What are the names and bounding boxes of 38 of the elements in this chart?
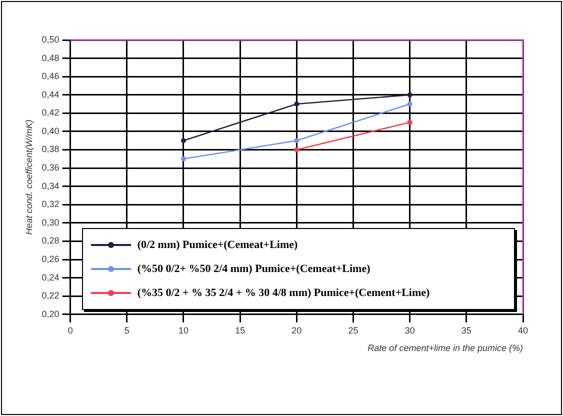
y-tick-label: 0,24 (42, 272, 60, 282)
y-tick-label: 0,36 (42, 162, 60, 173)
point (294, 138, 300, 144)
point (407, 102, 412, 107)
legend-label: (%35 0/2 + % 35 2/4 + % 30 4/8 mm) Pumice+(Cement+Lime) (137, 286, 430, 299)
x-axis-title: Rate of cement+lime in the pumice (%) (368, 343, 523, 354)
x-tick-label: 20 (292, 325, 302, 336)
y-tick-label: 0,38 (42, 144, 60, 154)
y-tick-label: 0,46 (42, 71, 60, 82)
x-tick-label: 0 (68, 325, 73, 336)
y-tick-label: 0,48 (42, 52, 60, 63)
y-tick-label: 0,20 (42, 308, 60, 319)
x-tick-label: 10 (178, 325, 188, 336)
x-tick-label: 30 (404, 325, 415, 336)
point (180, 156, 186, 162)
y-axis-title: Heat cond. coefficent(W/mK) (24, 120, 34, 235)
y-tick-label: 0,30 (42, 217, 60, 228)
y-tick-label: 0,26 (42, 254, 60, 264)
point (180, 138, 186, 144)
legend-label: (%50 0/2+ %50 2/4 mm) Pumice+(Cemeat+Lime) (137, 262, 370, 275)
y-tick-label: 0,32 (42, 199, 60, 210)
y-tick-label: 0,42 (42, 108, 60, 118)
legend-label: (0/2 mm) Pumice+(Cemeat+Lime) (137, 238, 298, 251)
y-tick-label: 0,28 (42, 236, 60, 246)
point (407, 92, 412, 98)
x-tick-label: 35 (461, 325, 472, 336)
y-tick-label: 0,34 (42, 180, 60, 191)
point (294, 102, 300, 107)
y-tick-label: 0,22 (42, 290, 60, 301)
x-tick-label: 25 (348, 325, 358, 336)
y-tick-label: 0,40 (42, 126, 60, 136)
y-tick-label: 0,44 (42, 89, 60, 100)
point (407, 120, 412, 125)
point (294, 147, 300, 152)
y-tick-label: 0,50 (42, 34, 60, 44)
x-tick-label: 15 (235, 325, 246, 336)
x-tick-label: 5 (124, 325, 130, 336)
x-tick-label: 40 (518, 325, 528, 336)
